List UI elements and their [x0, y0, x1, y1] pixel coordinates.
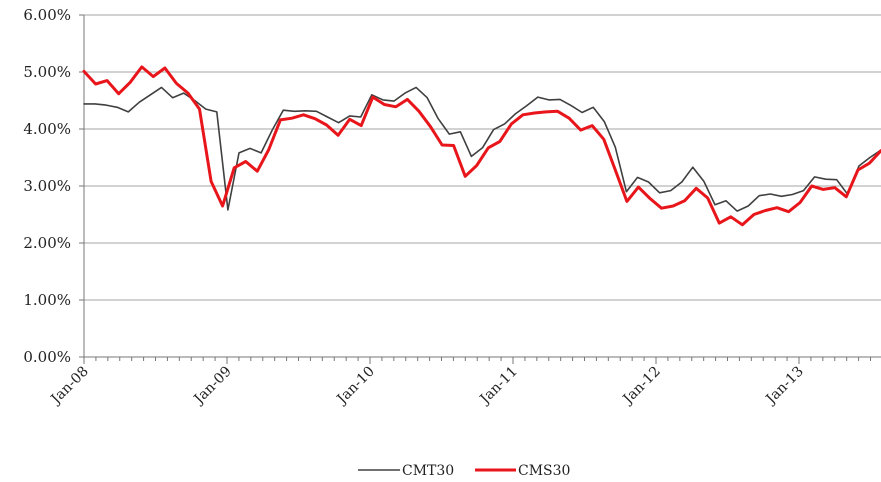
legend: CMT30 CMS30	[358, 463, 570, 479]
x-tick-label: Jan-10	[333, 364, 378, 409]
x-axis: Jan-08 Jan-09 Jan-10 Jan-11 Jan-12 Jan-13	[47, 356, 881, 409]
y-axis-ticks: 0.00% 1.00% 2.00% 3.00% 4.00% 5.00% 6.00%	[23, 6, 71, 366]
x-tick-label: Jan-12	[619, 364, 664, 409]
series-line-cms30	[82, 65, 881, 227]
x-tick-label: Jan-08	[47, 364, 92, 409]
y-tick-label: 4.00%	[23, 120, 71, 138]
series-line-cmt30	[83, 86, 881, 212]
x-tick-label: Jan-11	[476, 364, 521, 409]
y-tick-label: 2.00%	[23, 234, 71, 252]
y-axis	[79, 14, 85, 358]
legend-label-cms30: CMS30	[518, 463, 570, 479]
x-tick-label: Jan-13	[762, 364, 807, 409]
legend-label-cmt30: CMT30	[402, 463, 454, 479]
y-tick-label: 6.00%	[23, 6, 71, 24]
series-lines	[82, 65, 881, 227]
gridlines	[84, 14, 881, 301]
y-tick-label: 5.00%	[23, 63, 71, 81]
y-tick-label: 3.00%	[23, 177, 71, 195]
y-tick-label: 0.00%	[23, 348, 71, 366]
y-tick-label: 1.00%	[23, 291, 71, 309]
x-tick-label: Jan-09	[190, 364, 235, 409]
